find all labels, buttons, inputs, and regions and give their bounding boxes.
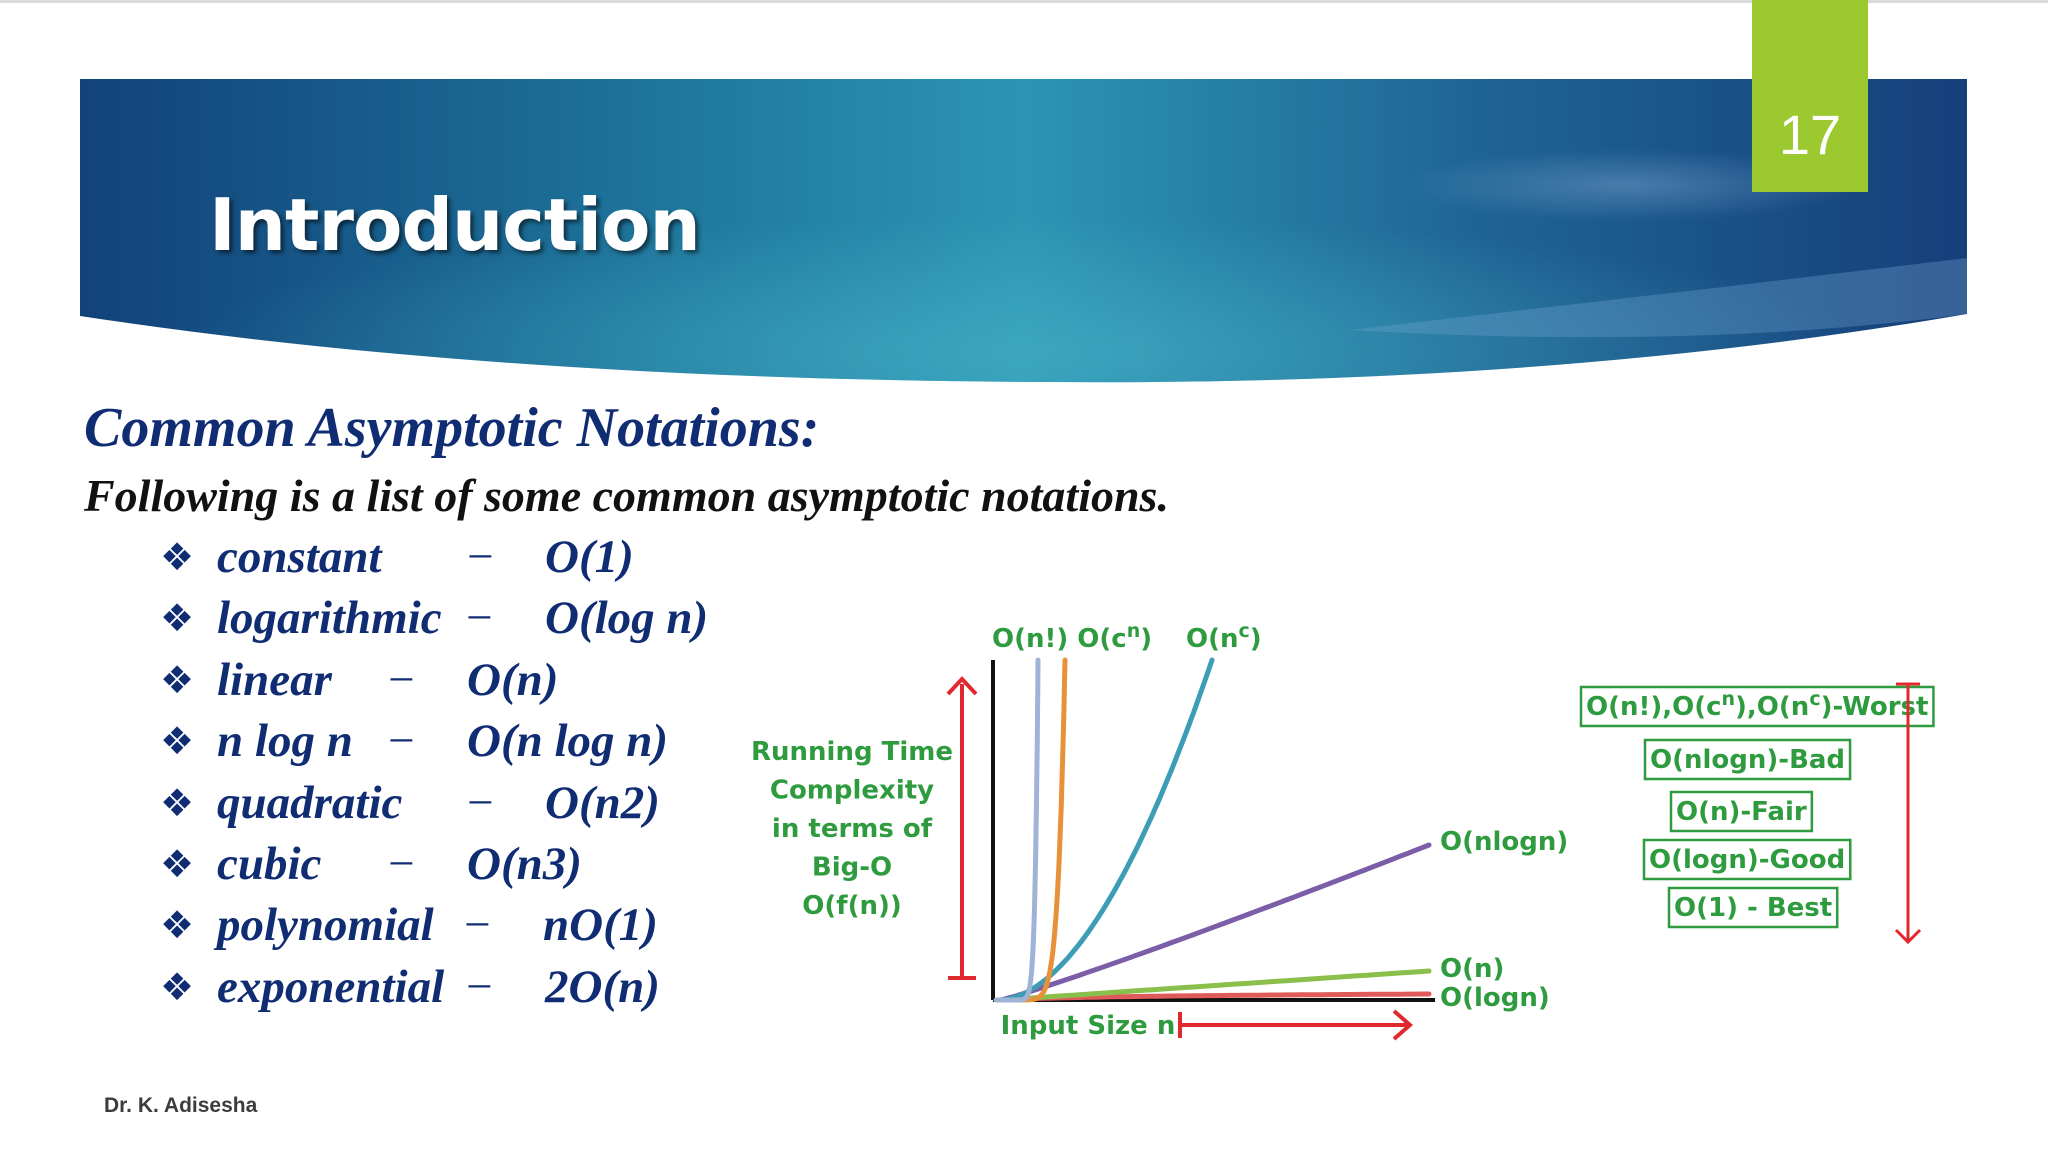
y-axis-label-line: in terms of: [772, 814, 933, 844]
notation-value: O(n2): [545, 776, 660, 829]
intro-text: Following is a list of some common asymp…: [84, 470, 1169, 521]
series-label-logn: O(logn): [1440, 983, 1550, 1013]
series-label-nlogn: O(nlogn): [1440, 827, 1568, 857]
notation-list: ❖ constant − O(1) ❖ logarithmic − O(log …: [160, 526, 780, 1017]
legend-label: O(logn)-Good: [1649, 845, 1845, 875]
notation-name: polynomial: [217, 899, 434, 952]
list-item: ❖ n log n − O(n log n): [160, 710, 780, 771]
notation-value: 2O(n): [545, 960, 660, 1013]
legend-item: O(logn)-Good: [1642, 838, 1852, 881]
notation-value: O(n3): [467, 837, 582, 890]
notation-value: O(log n): [545, 592, 709, 645]
series-label-polynomial: O(nc): [1186, 620, 1262, 654]
legend-box: [1667, 886, 1839, 929]
legend-box: [1642, 838, 1852, 881]
list-item: ❖ polynomial − nO(1): [160, 894, 780, 955]
notation-dash: −: [388, 837, 415, 890]
legend-item: O(nlogn)-Bad: [1643, 738, 1852, 781]
legend-item: O(1) - Best: [1667, 886, 1839, 929]
notation-dash: −: [467, 531, 494, 583]
y-axis-label-line: Running Time: [751, 737, 953, 767]
notation-name: quadratic: [217, 776, 403, 829]
legend-label: O(nlogn)-Bad: [1650, 745, 1845, 775]
rank-arrow-head: [1894, 928, 1922, 945]
notation-name: constant: [217, 531, 382, 583]
top-rule: [0, 0, 2048, 3]
notation-dash: −: [466, 592, 493, 645]
list-item: ❖ exponential − 2O(n): [160, 956, 780, 1017]
y-axis-label-line: Complexity: [770, 776, 934, 806]
series-line-polynomial: [996, 657, 1215, 1003]
notation-name: linear: [217, 653, 332, 706]
series-line-exponential: [996, 657, 1068, 1003]
slide-title: Introduction: [209, 183, 701, 267]
notation-name: exponential: [217, 960, 445, 1013]
notation-value: O(n): [467, 653, 559, 706]
notation-dash: −: [388, 653, 415, 706]
legend-box: [1643, 738, 1852, 781]
page-number: 17: [1778, 103, 1842, 166]
diamond-bullet-icon: ❖: [160, 903, 195, 948]
section-heading: Common Asymptotic Notations:: [84, 397, 820, 459]
y-arrow-head: [946, 676, 978, 696]
notation-value: O(1): [545, 531, 634, 583]
x-axis-label: Input Size n: [1001, 1011, 1176, 1041]
list-item: ❖ logarithmic − O(log n): [160, 587, 780, 648]
page-number-badge: 17: [1752, 0, 1868, 192]
notation-dash: −: [388, 715, 415, 768]
diamond-bullet-icon: ❖: [160, 719, 195, 764]
series-label-factorial-exponential: O(n!) O(cn): [992, 620, 1152, 654]
notation-name: cubic: [217, 837, 322, 890]
series-line-linear: [998, 968, 1432, 1003]
series-line-linearithmic: [998, 842, 1432, 1003]
y-axis-label-line: O(f(n)): [802, 891, 901, 921]
notation-value: O(n log n): [467, 715, 669, 768]
author-footer: Dr. K. Adisesha: [104, 1094, 258, 1117]
diamond-bullet-icon: ❖: [160, 780, 195, 825]
notation-dash: −: [467, 776, 494, 829]
legend-item: O(n!),O(cn),O(nc)-Worst: [1579, 685, 1935, 728]
title-banner: [80, 79, 1967, 383]
diamond-bullet-icon: ❖: [160, 841, 195, 886]
diamond-bullet-icon: ❖: [160, 596, 195, 641]
legend-box: [1669, 790, 1814, 833]
legend-label: O(n)-Fair: [1676, 797, 1807, 827]
diamond-bullet-icon: ❖: [160, 657, 195, 702]
notation-dash: −: [464, 899, 491, 952]
notation-name: n log n: [217, 715, 353, 768]
series-line-factorial: [993, 657, 1041, 1003]
notation-name: logarithmic: [217, 592, 442, 645]
diamond-bullet-icon: ❖: [160, 964, 195, 1009]
list-item: ❖ cubic − O(n3): [160, 833, 780, 894]
legend-label: O(n!),O(cn),O(nc)-Worst: [1586, 688, 1928, 722]
legend-item: O(n)-Fair: [1669, 790, 1814, 833]
legend-label: O(1) - Best: [1674, 893, 1832, 923]
notation-value: nO(1): [543, 899, 658, 952]
list-item: ❖ linear − O(n): [160, 649, 780, 710]
notation-dash: −: [466, 960, 493, 1013]
series-label-n: O(n): [1440, 954, 1504, 984]
list-item: ❖ quadratic − O(n2): [160, 772, 780, 833]
legend-box: [1579, 685, 1935, 728]
x-arrow-head: [1392, 1009, 1414, 1041]
diamond-bullet-icon: ❖: [160, 535, 195, 579]
list-item: ❖ constant − O(1): [160, 526, 780, 587]
y-axis-label-line: Big-O: [812, 853, 892, 883]
